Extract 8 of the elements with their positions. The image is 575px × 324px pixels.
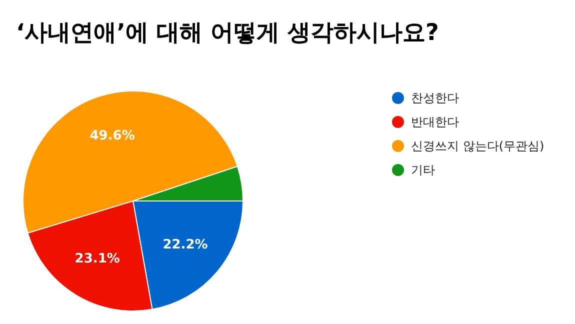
data-label: 22.2% [162,237,208,252]
data-label: 49.6% [90,128,135,144]
legend-label: 찬성한다 [411,91,459,105]
legend-label: 신경쓰지 않는다(무관심) [411,139,544,153]
legend-label: 기타 [411,163,435,177]
legend-label: 반대한다 [411,115,459,129]
data-label: 23.1% [74,252,120,267]
chart-title: ‘사내연애’에 대해 어떻게 생각하시나요? [16,20,439,46]
